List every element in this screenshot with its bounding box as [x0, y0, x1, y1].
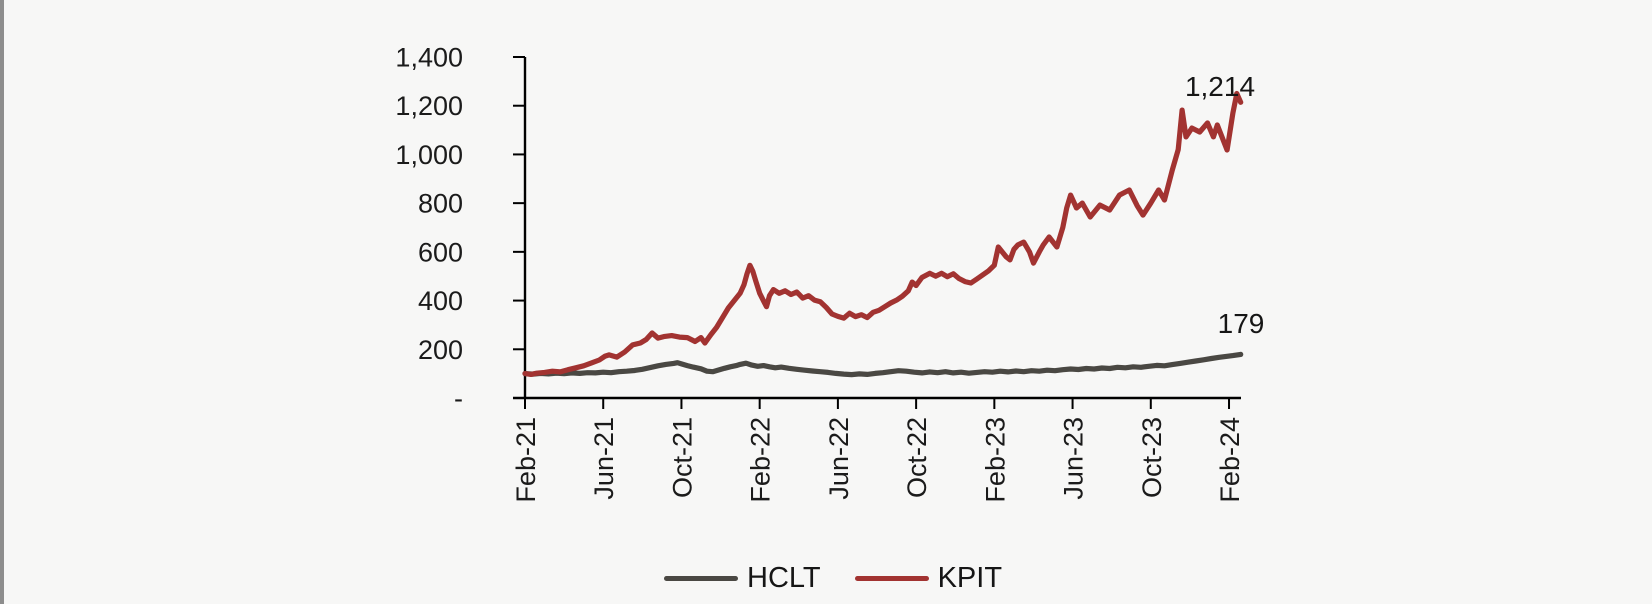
kpit-legend-label: KPIT — [937, 562, 1003, 594]
hclt-end-value-label: 179 — [1218, 308, 1265, 339]
y-axis-tick-label: 1,200 — [395, 91, 463, 121]
plot-area: 1,400 1,200 1,000 800 600 400 200 - Feb-21 Jun-21… — [395, 43, 1245, 503]
y-axis-tick-label: 1,400 — [395, 43, 463, 73]
y-axis-tick-label: 800 — [418, 189, 463, 219]
hclt-legend-label: HCLT — [747, 562, 821, 594]
y-axis-tick-label: 400 — [418, 286, 463, 316]
hclt-legend-line-swatch — [664, 575, 738, 581]
left-window-edge — [0, 0, 4, 604]
kpit-series-line — [522, 90, 1244, 377]
kpit-legend-line-swatch — [854, 575, 929, 581]
x-axis-tick-label: Feb-21 — [511, 417, 541, 503]
y-axis-tick-label: - — [454, 384, 463, 414]
y-axis-tick-label: 200 — [418, 335, 463, 365]
x-axis-tick-label: Oct-21 — [667, 417, 697, 498]
x-axis-tick-label: Jun-22 — [824, 417, 854, 500]
x-axis-tick-label: Feb-24 — [1215, 417, 1245, 503]
y-axis-tick-label: 600 — [418, 237, 463, 267]
legend-item-hclt: HCLT — [664, 560, 821, 596]
x-axis-tick-label: Feb-22 — [746, 417, 776, 503]
chart-legend: HCLT KPIT — [664, 560, 1002, 596]
x-axis-tick-label: Jun-21 — [589, 417, 619, 500]
kpit-end-value-label: 1,214 — [1185, 71, 1255, 102]
hclt-series-line — [522, 351, 1244, 378]
x-axis-tick-label: Feb-23 — [980, 417, 1010, 503]
x-axis-tick-label: Jun-23 — [1059, 417, 1089, 500]
legend-item-kpit: KPIT — [854, 560, 1003, 596]
x-axis-tick-label: Oct-23 — [1137, 417, 1167, 498]
x-axis-tick-label: Oct-22 — [902, 417, 932, 498]
y-axis-tick-label: 1,000 — [395, 140, 463, 170]
